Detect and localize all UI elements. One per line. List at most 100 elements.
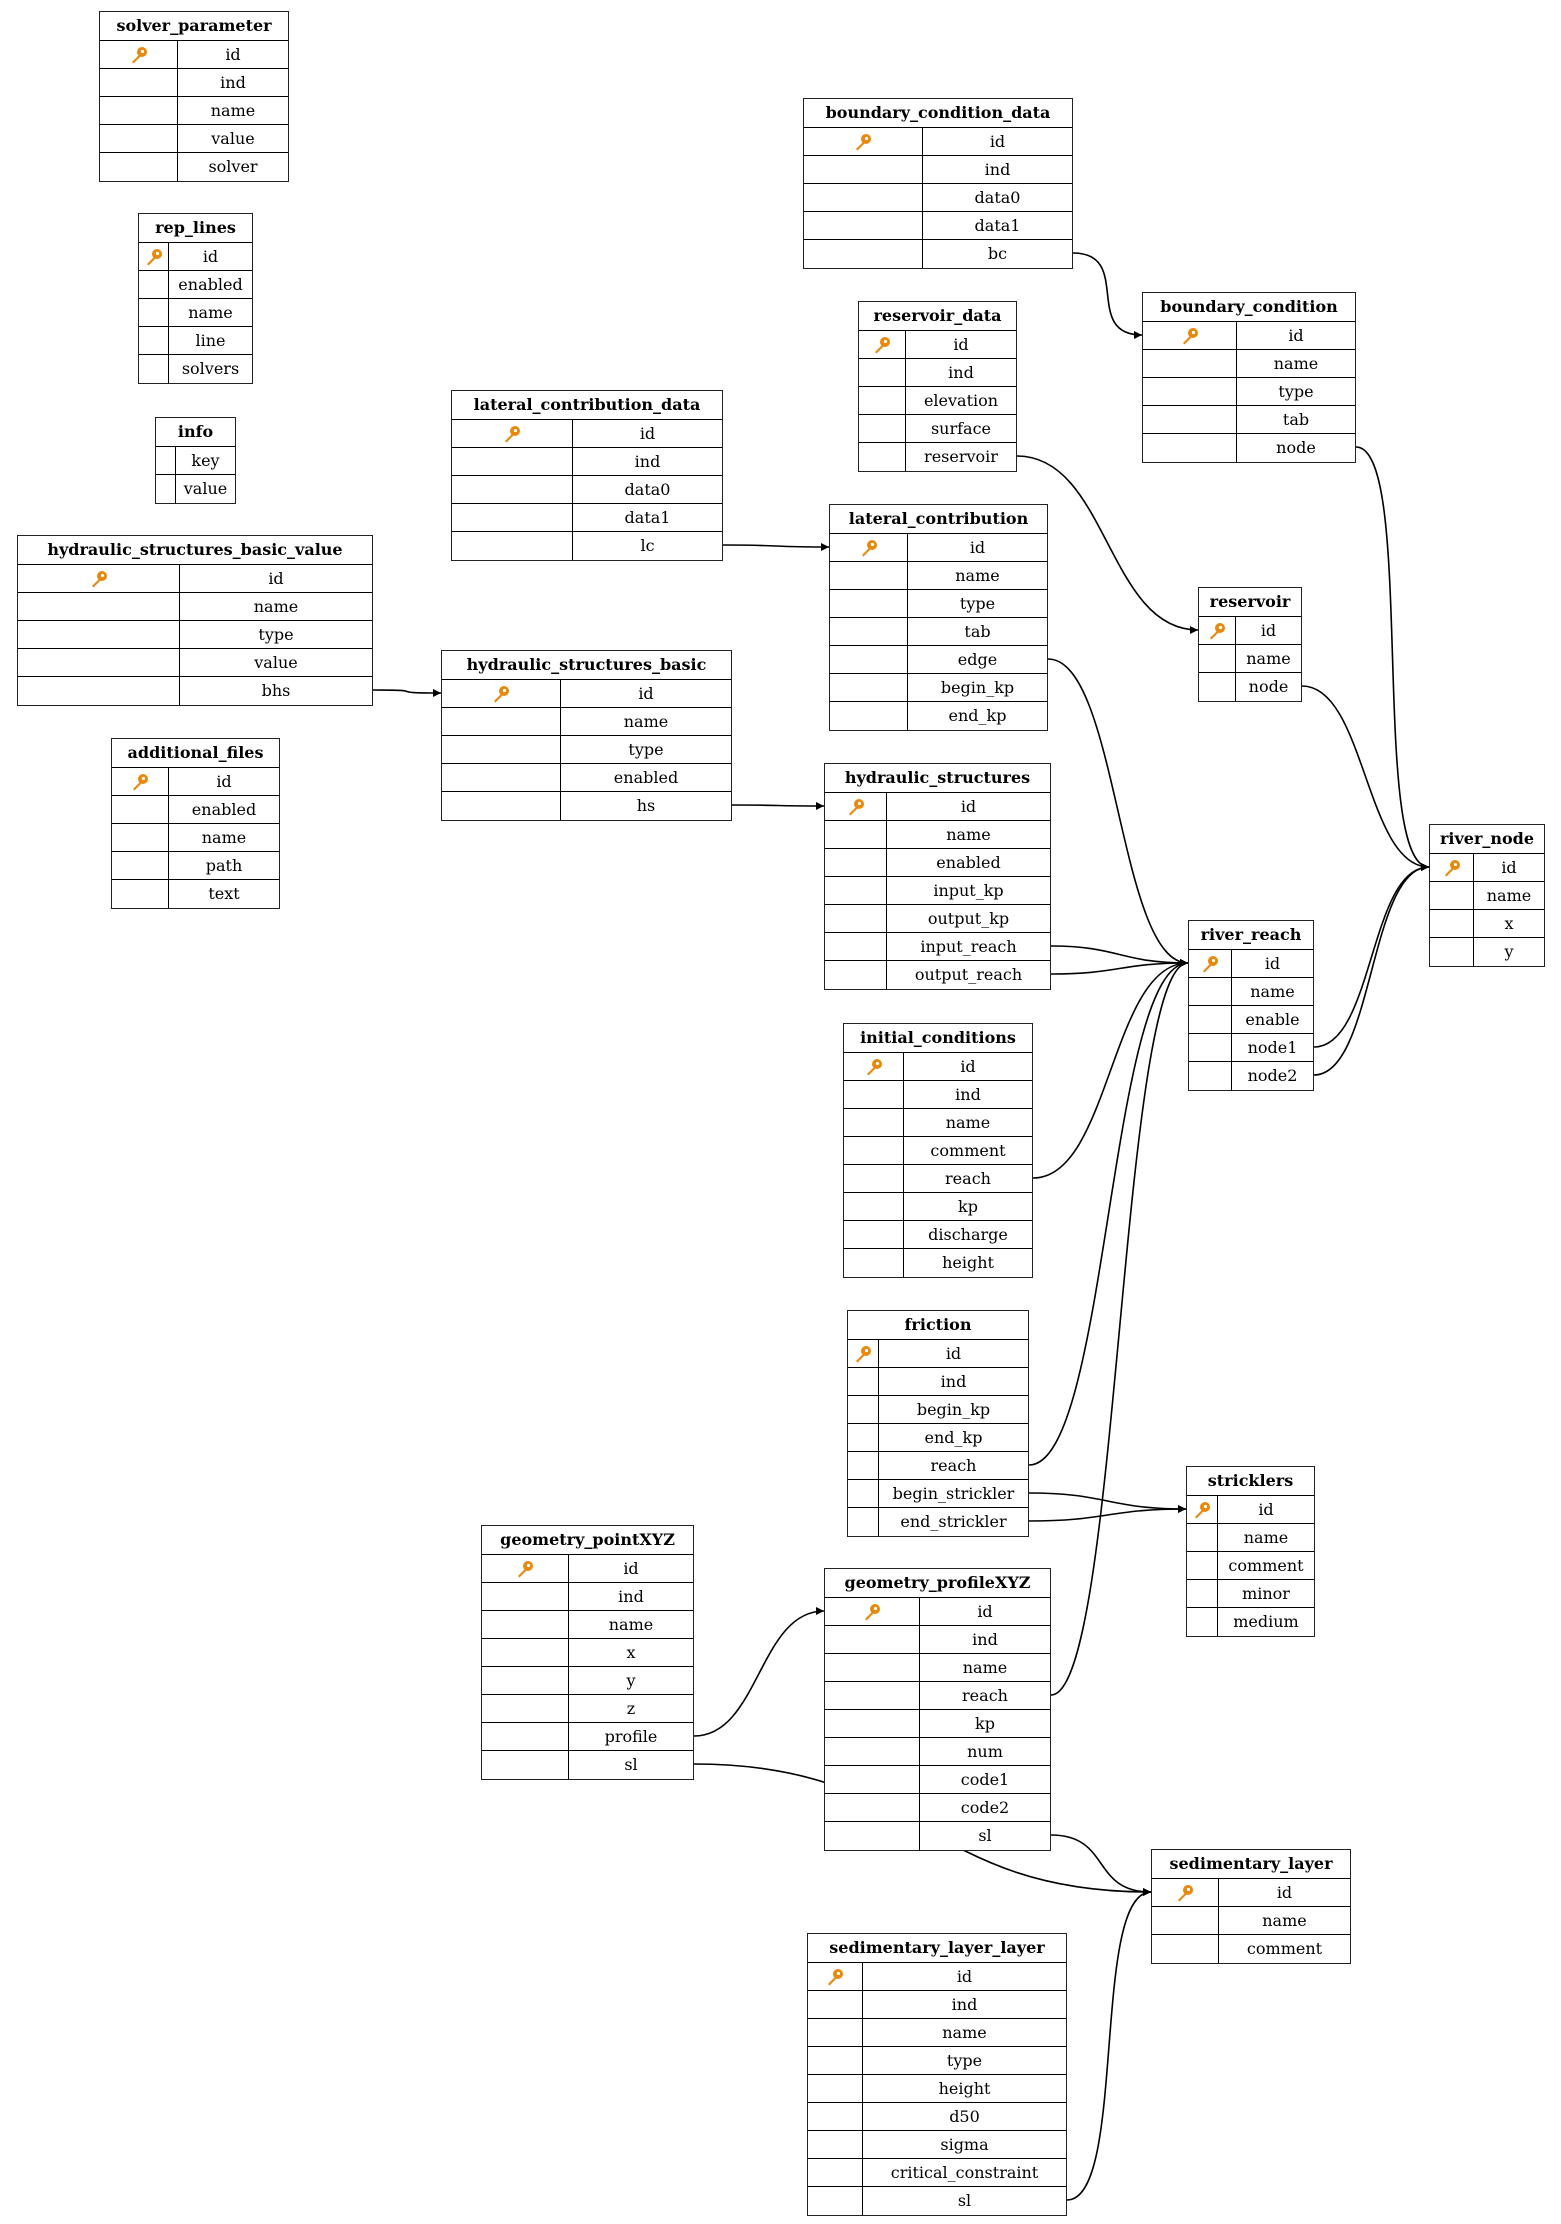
table-row[interactable]: id [482,1555,693,1583]
table-row[interactable]: end_kp [848,1424,1028,1452]
table-reservoir-data[interactable]: reservoir_data id ind elevation surface reser… [858,301,1017,472]
table-row[interactable]: tab [1143,406,1355,434]
table-row[interactable]: sl [825,1822,1050,1850]
table-row[interactable]: solver [100,153,288,181]
table-rep-lines[interactable]: rep_lines id enabled name line solvers [138,213,253,384]
table-river-reach[interactable]: river_reach id name enable node1 node2 [1188,920,1314,1091]
table-row[interactable]: id [1430,854,1544,882]
table-row[interactable]: key [156,447,235,475]
table-row[interactable]: edge [830,646,1047,674]
table-row[interactable]: begin_strickler [848,1480,1028,1508]
table-row[interactable]: ind [808,1991,1066,2019]
table-row[interactable]: name [1187,1524,1314,1552]
table-row[interactable]: id [848,1340,1028,1368]
table-row[interactable]: medium [1187,1608,1314,1636]
table-row[interactable]: z [482,1695,693,1723]
table-row[interactable]: name [808,2019,1066,2047]
table-reservoir[interactable]: reservoir id name node [1198,587,1302,702]
table-row[interactable]: surface [859,415,1016,443]
table-row[interactable]: elevation [859,387,1016,415]
table-row[interactable]: ind [848,1368,1028,1396]
table-sedimentary-layer[interactable]: sedimentary_layer id name comment [1151,1849,1351,1964]
table-row[interactable]: id [825,1598,1050,1626]
table-row[interactable]: reservoir [859,443,1016,471]
table-row[interactable]: id [1143,322,1355,350]
table-row[interactable]: name [112,824,279,852]
table-friction[interactable]: friction id ind begin_kp end_kp reach begin_st… [847,1310,1029,1537]
table-row[interactable]: id [830,534,1047,562]
table-row[interactable]: id [18,565,372,593]
table-row[interactable]: id [808,1963,1066,1991]
table-row[interactable]: id [825,793,1050,821]
table-row[interactable]: type [808,2047,1066,2075]
table-row[interactable]: minor [1187,1580,1314,1608]
table-row[interactable]: id [442,680,731,708]
table-row[interactable]: comment [844,1137,1032,1165]
table-row[interactable]: code2 [825,1794,1050,1822]
table-row[interactable]: comment [1187,1552,1314,1580]
table-row[interactable]: name [825,821,1050,849]
table-lateral-contribution-data[interactable]: lateral_contribution_data id ind data0 data1… [451,390,723,561]
table-row[interactable]: bhs [18,677,372,705]
table-row[interactable]: num [825,1738,1050,1766]
table-row[interactable]: path [112,852,279,880]
table-row[interactable]: value [156,475,235,503]
table-row[interactable]: value [18,649,372,677]
table-row[interactable]: line [139,327,252,355]
table-row[interactable]: data1 [452,504,722,532]
table-row[interactable]: name [1199,645,1301,673]
table-row[interactable]: type [1143,378,1355,406]
table-row[interactable]: y [482,1667,693,1695]
table-row[interactable]: begin_kp [848,1396,1028,1424]
table-row[interactable]: id [1187,1496,1314,1524]
table-row[interactable]: enabled [139,271,252,299]
table-row[interactable]: type [18,621,372,649]
table-row[interactable]: id [139,243,252,271]
table-lateral-contribution[interactable]: lateral_contribution id name type tab edge beg… [829,504,1048,731]
table-sedimentary-layer-layer[interactable]: sedimentary_layer_layer id ind name type heig… [807,1933,1067,2216]
table-row[interactable]: output_kp [825,905,1050,933]
table-row[interactable]: enabled [825,849,1050,877]
table-row[interactable]: sigma [808,2131,1066,2159]
table-row[interactable]: ind [452,448,722,476]
table-river-node[interactable]: river_node id name x y [1429,824,1545,967]
table-row[interactable]: node1 [1189,1034,1313,1062]
table-row[interactable]: discharge [844,1221,1032,1249]
table-row[interactable]: name [825,1654,1050,1682]
table-hydraulic-structures-basic-value[interactable]: hydraulic_structures_basic_value id name ty… [17,535,373,706]
table-row[interactable]: profile [482,1723,693,1751]
table-row[interactable]: id [100,41,288,69]
table-row[interactable]: node [1143,434,1355,462]
table-geometry-profileXYZ[interactable]: geometry_profileXYZ id ind name reach kp num co… [824,1568,1051,1851]
table-row[interactable]: tab [830,618,1047,646]
table-row[interactable]: reach [848,1452,1028,1480]
table-row[interactable]: value [100,125,288,153]
table-row[interactable]: id [1189,950,1313,978]
table-row[interactable]: x [482,1639,693,1667]
table-row[interactable]: id [112,768,279,796]
table-row[interactable]: name [442,708,731,736]
table-row[interactable]: lc [452,532,722,560]
table-row[interactable]: kp [825,1710,1050,1738]
table-row[interactable]: end_strickler [848,1508,1028,1536]
table-row[interactable]: enabled [442,764,731,792]
table-row[interactable]: node2 [1189,1062,1313,1090]
table-hydraulic-structures[interactable]: hydraulic_structures id name enabled input_k… [824,763,1051,990]
table-boundary-condition[interactable]: boundary_condition id name type tab node [1142,292,1356,463]
table-row[interactable]: id [804,128,1072,156]
table-row[interactable]: type [442,736,731,764]
table-row[interactable]: x [1430,910,1544,938]
table-row[interactable]: solvers [139,355,252,383]
table-row[interactable]: name [1143,350,1355,378]
table-row[interactable]: input_reach [825,933,1050,961]
table-row[interactable]: name [482,1611,693,1639]
table-row[interactable]: ind [844,1081,1032,1109]
table-row[interactable]: reach [825,1682,1050,1710]
table-row[interactable]: ind [100,69,288,97]
table-info[interactable]: info key value [155,417,236,504]
table-row[interactable]: output_reach [825,961,1050,989]
table-row[interactable]: kp [844,1193,1032,1221]
table-row[interactable]: critical_constraint [808,2159,1066,2187]
table-row[interactable]: name [139,299,252,327]
table-row[interactable]: sl [482,1751,693,1779]
